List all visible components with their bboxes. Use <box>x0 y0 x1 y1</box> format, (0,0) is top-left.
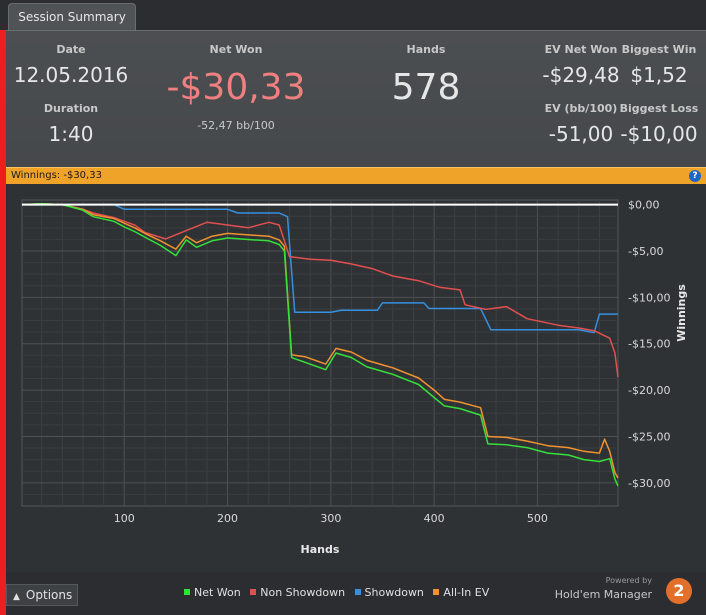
x-tick-label: 500 <box>527 512 548 525</box>
biggest-win-label: Biggest Win <box>621 43 697 56</box>
winnings-chart-svg: $0,00 -$5,00 -$10,00 -$15,00 -$20,00 -$25,00 -… <box>21 199 688 556</box>
chart-legend: Net Won Non Showdown Showdown All-In EV <box>184 586 495 602</box>
biggest-win-value: $1,52 <box>630 63 688 87</box>
all-in-ev-swatch <box>433 589 440 595</box>
ev-net-won-label: EV Net Won <box>544 43 618 56</box>
showdown-swatch <box>354 589 361 595</box>
date-value: 12.05.2016 <box>13 63 129 87</box>
y-axis-title: Winnings <box>675 284 688 342</box>
non-showdown-swatch <box>250 589 257 595</box>
legend-item-non-showdown[interactable]: Non Showdown <box>250 586 345 599</box>
x-tick-label: 300 <box>320 512 341 525</box>
series-showdown <box>22 203 618 334</box>
biggest-loss-label: Biggest Loss <box>619 102 699 115</box>
duration-label: Duration <box>43 102 99 115</box>
tab-strip: Session Summary <box>0 0 706 31</box>
y-tick-label: -$25,00 <box>628 430 670 443</box>
winnings-chart: $0,00 -$5,00 -$10,00 -$15,00 -$20,00 -$25,00 -… <box>6 184 706 572</box>
legend-label: All-In EV <box>443 586 490 599</box>
series-non-showdown <box>21 202 619 378</box>
options-button[interactable]: ▲ Options <box>6 584 78 606</box>
bb100-value: -52,47 bb/100 <box>197 119 275 132</box>
legend-item-net-won[interactable]: Net Won <box>184 586 241 599</box>
brand-name: Hold'em Manager <box>554 588 652 601</box>
chevron-up-icon: ▲ <box>13 592 20 602</box>
series-net-won <box>21 202 619 487</box>
tab-session-summary[interactable]: Session Summary <box>8 3 136 31</box>
help-icon[interactable]: ? <box>689 170 701 182</box>
winnings-text: Winnings: -$30,33 <box>11 170 102 181</box>
window-edge <box>0 30 6 615</box>
x-tick-label: 100 <box>114 512 135 525</box>
ev-bb100-value: -51,00 <box>548 122 614 146</box>
hands-value: 578 <box>391 67 461 108</box>
ev-bb100-label: EV (bb/100) <box>544 102 618 115</box>
biggest-loss-value: -$10,00 <box>620 122 698 146</box>
powered-by-text: Powered by <box>605 576 652 585</box>
net-won-label: Net Won <box>209 43 263 56</box>
y-tick-label: -$10,00 <box>628 291 670 304</box>
date-label: Date <box>56 43 86 56</box>
footer: ▲ Options Net Won Non Showdown Showdown A… <box>6 572 706 615</box>
y-tick-label: -$20,00 <box>628 384 670 397</box>
legend-item-all-in-ev[interactable]: All-In EV <box>433 586 489 599</box>
hands-label: Hands <box>406 43 446 56</box>
brand: Powered by Hold'em Manager 2 <box>555 576 692 612</box>
legend-item-showdown[interactable]: Showdown <box>354 586 424 599</box>
legend-label: Net Won <box>194 586 241 599</box>
net-won-value: -$30,33 <box>166 67 306 108</box>
y-tick-label: -$15,00 <box>628 338 670 351</box>
legend-label: Showdown <box>364 586 424 599</box>
legend-label: Non Showdown <box>260 586 346 599</box>
x-axis-title: Hands <box>301 543 340 556</box>
duration-value: 1:40 <box>48 122 94 146</box>
x-tick-label: 200 <box>217 512 238 525</box>
winnings-bar: Winnings: -$30,33 ? <box>6 167 706 185</box>
net-won-swatch <box>184 589 190 595</box>
x-tick-label: 400 <box>424 512 445 525</box>
y-tick-label: -$5,00 <box>628 245 663 258</box>
ev-net-won-value: -$29,48 <box>542 63 620 87</box>
session-summary-panel: Date 12.05.2016 Duration 1:40 Net Won -$… <box>6 30 706 168</box>
y-tick-label: $0,00 <box>628 199 660 212</box>
options-label: Options <box>25 588 73 602</box>
series-all-in-ev <box>21 202 619 479</box>
y-tick-label: -$30,00 <box>628 477 670 490</box>
hm2-logo-icon: 2 <box>666 578 692 604</box>
